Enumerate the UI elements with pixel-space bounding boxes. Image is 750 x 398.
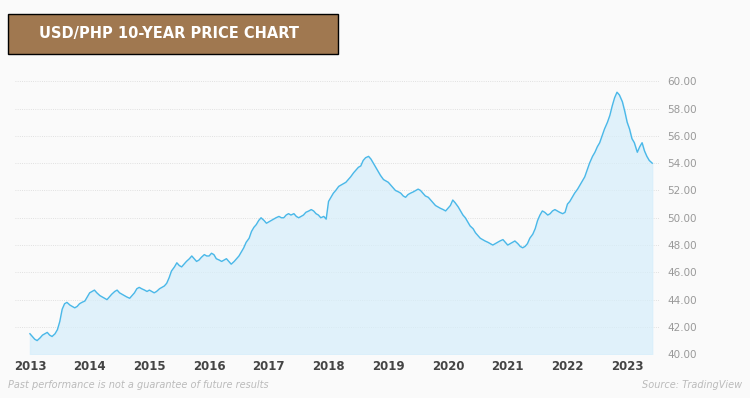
Text: Past performance is not a guarantee of future results: Past performance is not a guarantee of f… bbox=[8, 380, 268, 390]
Text: USD/PHP 10-YEAR PRICE CHART: USD/PHP 10-YEAR PRICE CHART bbox=[39, 26, 298, 41]
Text: Source: TradingView: Source: TradingView bbox=[642, 380, 742, 390]
